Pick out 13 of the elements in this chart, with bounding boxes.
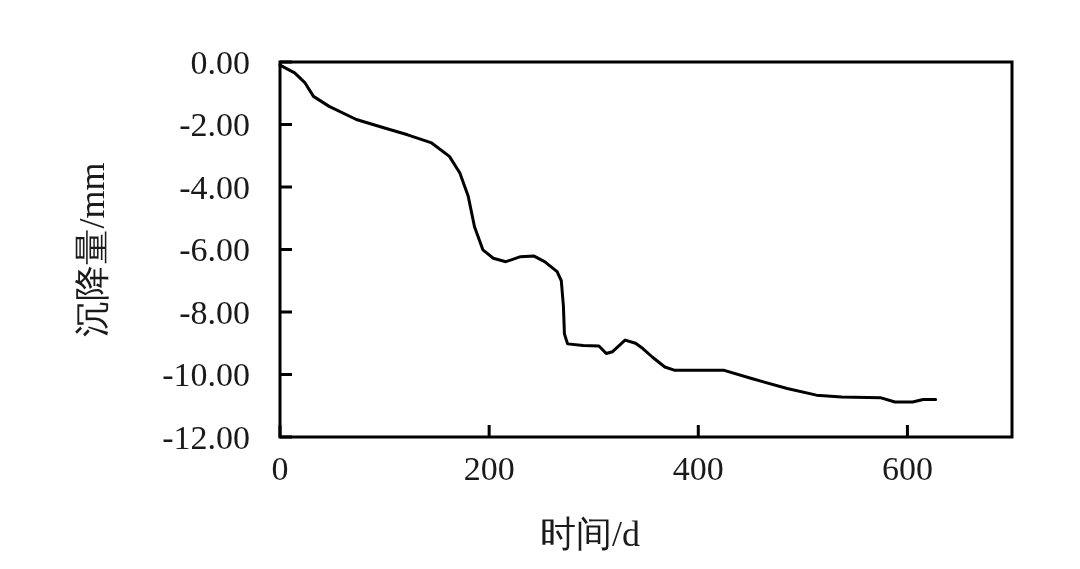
- ytick-label: -2.00: [179, 106, 250, 143]
- ytick-label: -12.00: [162, 418, 250, 456]
- ytick-label: -8.00: [179, 293, 250, 331]
- ytick-label: 0.00: [190, 43, 250, 81]
- ytick-label: -6.00: [179, 231, 250, 268]
- xtick-label: 200: [463, 450, 515, 487]
- x-axis-title: 时间/d: [540, 514, 640, 554]
- xtick-label: 600: [881, 450, 933, 487]
- y-axis-title: 沉降量/mm: [72, 162, 112, 337]
- ytick-label: -4.00: [179, 168, 250, 206]
- xtick-label: 400: [672, 450, 724, 487]
- xtick-label: 0: [271, 450, 289, 487]
- ytick-label: -10.00: [162, 356, 250, 393]
